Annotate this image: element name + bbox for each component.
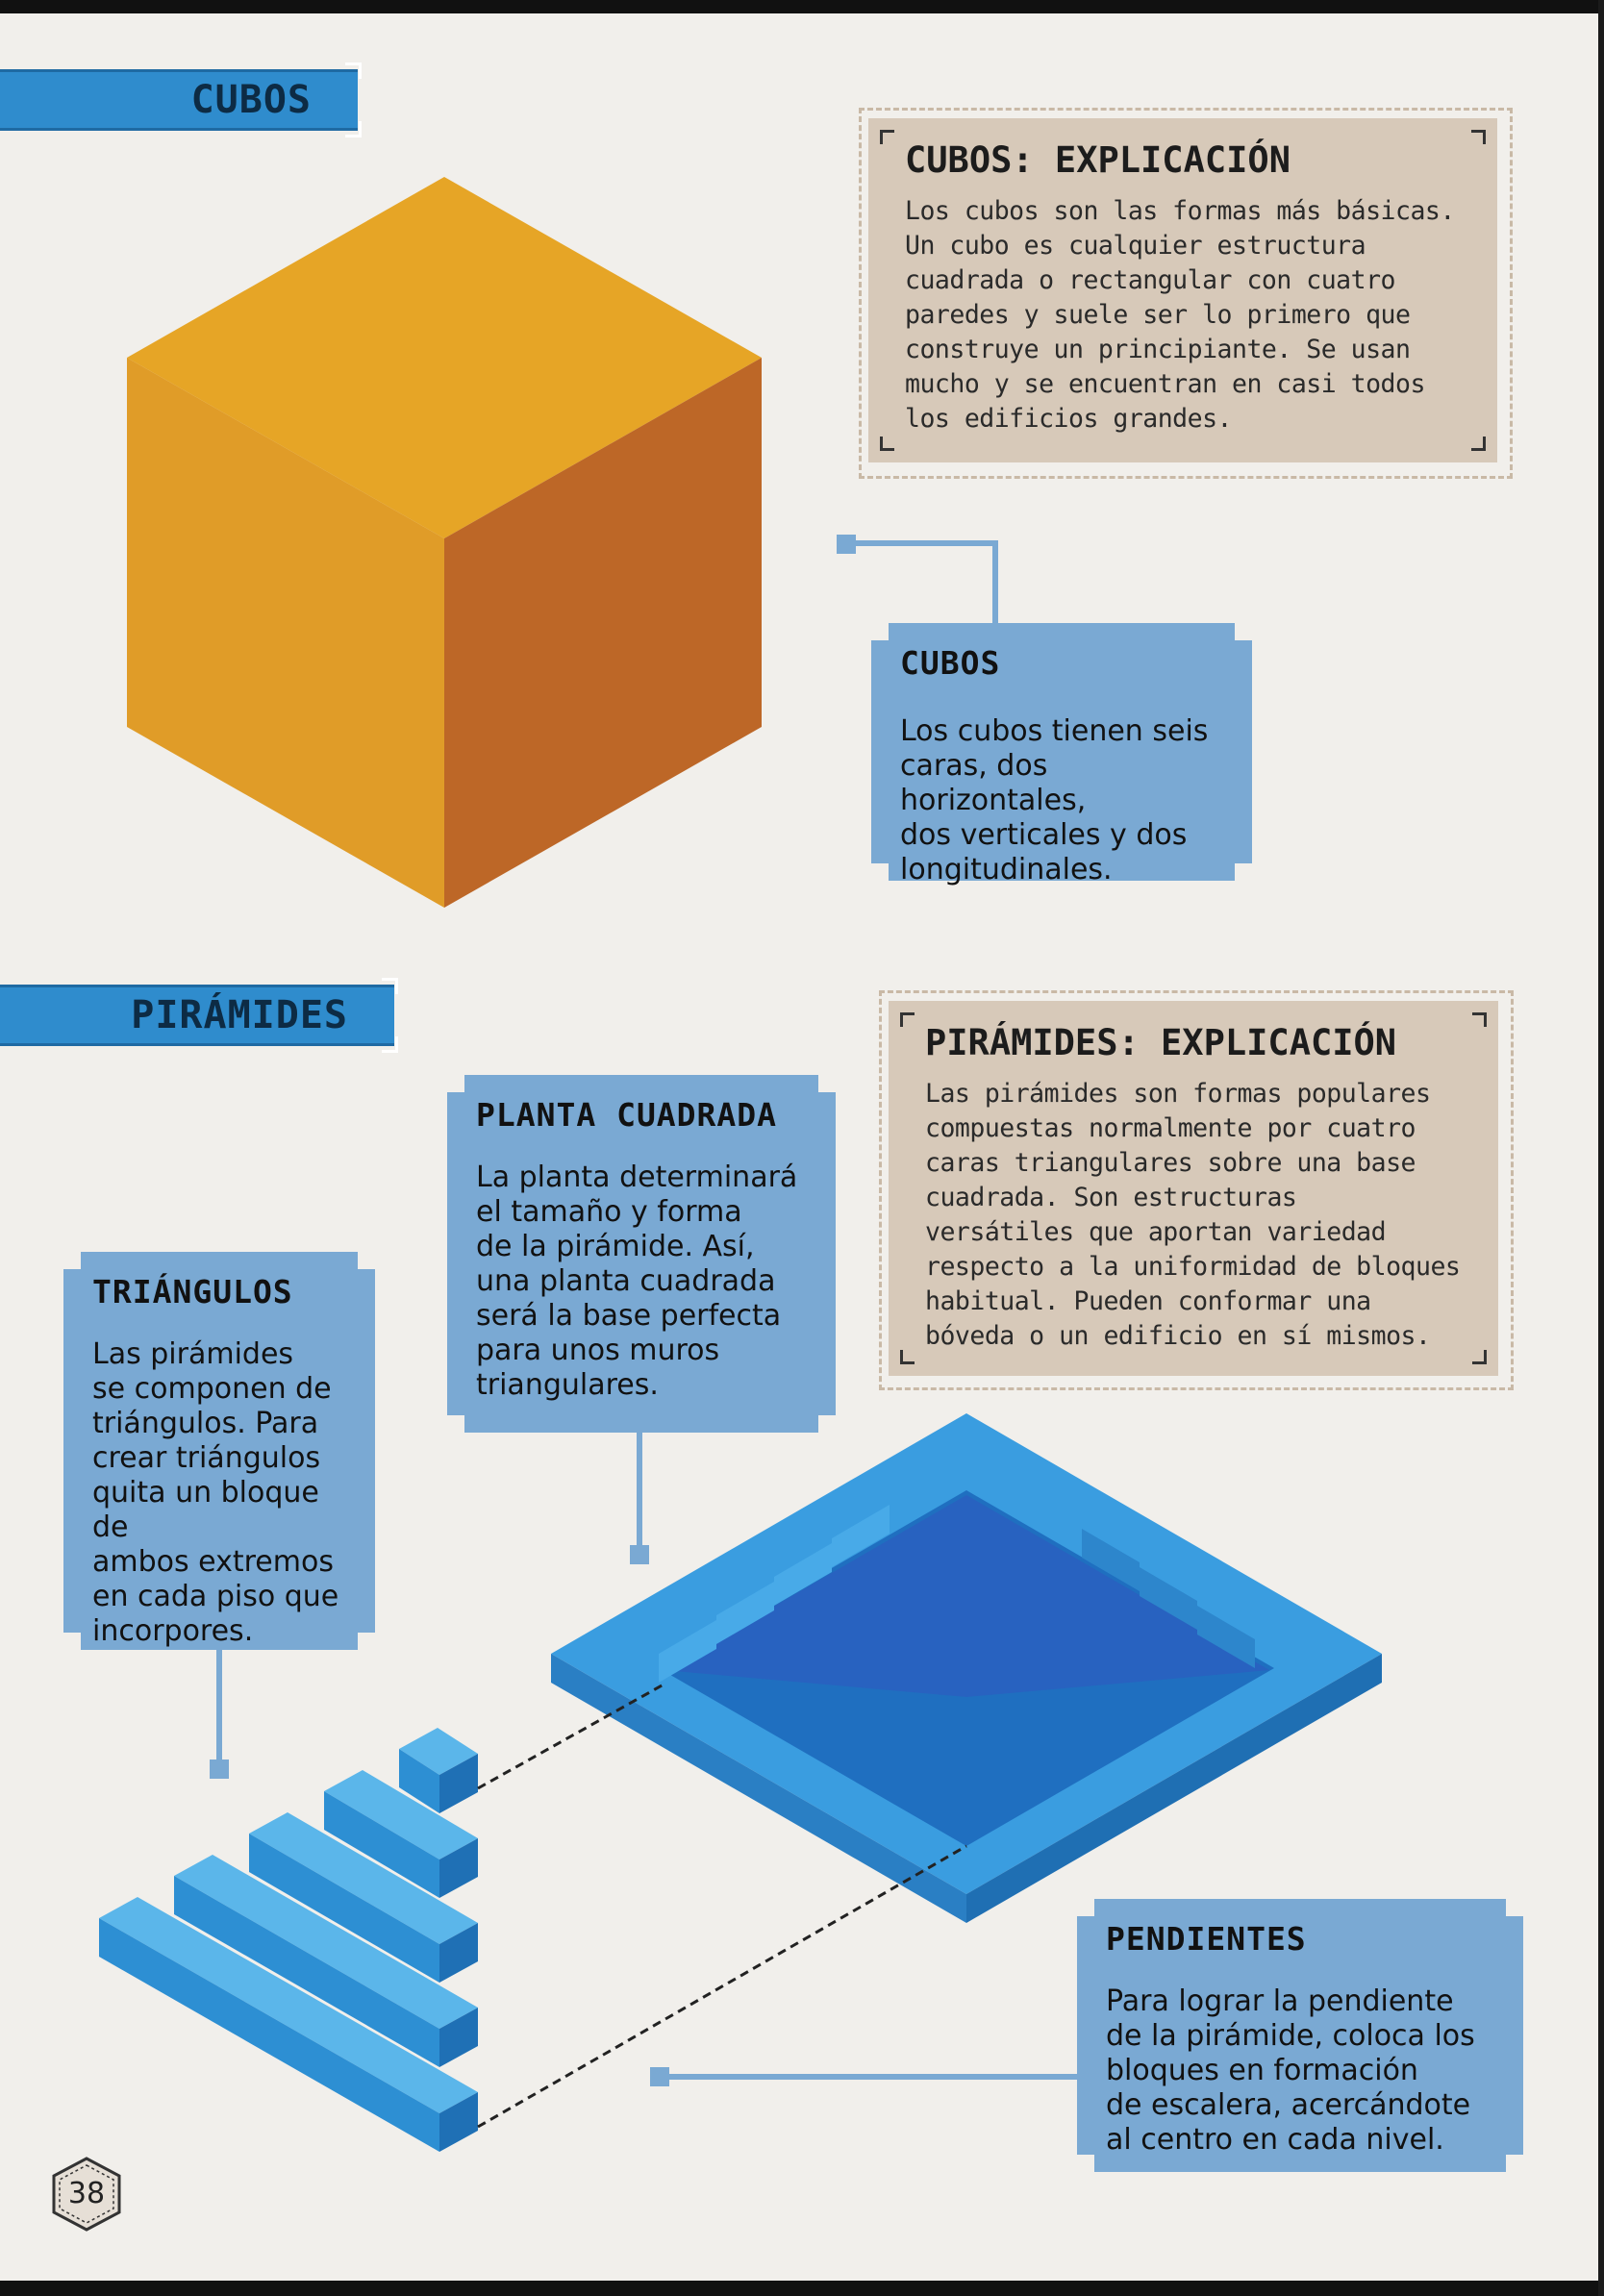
triangles-box: TRIÁNGULOS Las pirámides se componen de …: [63, 1252, 375, 1650]
box-text: Los cubos tienen seis caras, dos horizon…: [900, 714, 1209, 886]
box-notch: [63, 1252, 81, 1269]
wall-steps-right: [1082, 1529, 1255, 1668]
slopes-box: PENDIENTES Para lograr la pendiente de l…: [1077, 1899, 1523, 2172]
box-notch: [871, 623, 889, 640]
corner-bracket: [900, 1012, 915, 1027]
corner-bracket: [1472, 1350, 1487, 1364]
box-notch: [871, 863, 889, 881]
box-notch: [1077, 2155, 1094, 2172]
connector-line: [846, 540, 998, 546]
box-notch: [1506, 1899, 1523, 1916]
cube-illustration: [127, 177, 762, 908]
section-title: PIRÁMIDES: [131, 993, 348, 1037]
section-tab-pyramids: PIRÁMIDES: [0, 978, 398, 1053]
corner-mark: [382, 1036, 398, 1053]
box-notch: [447, 1075, 464, 1092]
pyramid-base-illustration: [551, 1413, 1382, 1923]
box-notch: [818, 1415, 836, 1433]
corner-bracket: [880, 130, 894, 144]
pyramids-explanation-panel: PIRÁMIDES: EXPLICACIÓN Las pirámides son…: [889, 1001, 1498, 1376]
section-tab-cubes: CUBOS: [0, 62, 362, 137]
cubes-explanation-frame: [859, 108, 1513, 479]
top-border: [0, 0, 1604, 13]
square-plan-box: PLANTA CUADRADA La planta determinará el…: [447, 1075, 836, 1433]
box-title: TRIÁNGULOS: [92, 1273, 293, 1310]
corner-bracket: [880, 437, 894, 451]
cubes-info-box: CUBOS Los cubos tienen seis caras, dos h…: [871, 623, 1252, 886]
box-title: CUBOS: [900, 644, 1001, 682]
right-page-edge: [1598, 0, 1604, 2296]
box-notch: [358, 1633, 375, 1650]
connector-line: [637, 1433, 642, 1548]
step-bar-1: [99, 1897, 478, 2152]
pyramids-explanation-frame: [879, 990, 1514, 1390]
wall-steps-left: [659, 1505, 890, 1683]
corner-bracket: [900, 1350, 915, 1364]
box-notch: [818, 1075, 836, 1092]
box-notch: [1077, 1899, 1094, 1916]
connector-line: [992, 540, 998, 623]
connector-line: [662, 2074, 1077, 2080]
panel-title: PIRÁMIDES: EXPLICACIÓN: [925, 1022, 1397, 1063]
corner-mark: [345, 121, 362, 137]
box-notch: [1235, 863, 1252, 881]
step-illustration: [99, 1728, 478, 2152]
step-bar-5: [399, 1728, 478, 1813]
corner-mark: [345, 62, 362, 79]
connector-anchor: [650, 2067, 669, 2086]
cube-left-face: [127, 358, 444, 908]
box-text: La planta determinará el tamaño y forma …: [476, 1160, 798, 1402]
cube-right-face: [444, 358, 762, 908]
corner-bracket: [1472, 1012, 1487, 1027]
box-notch: [1235, 623, 1252, 640]
box-notch: [447, 1415, 464, 1433]
box-notch: [63, 1633, 81, 1650]
box-text: Para lograr la pendiente de la pirámide,…: [1106, 1984, 1475, 2157]
step-bar-2: [174, 1855, 478, 2067]
connector-anchor: [210, 1759, 229, 1779]
step-bar-3: [249, 1812, 478, 1983]
section-title: CUBOS: [190, 78, 312, 122]
corner-bracket: [1471, 437, 1486, 451]
panel-text: Las pirámides son formas populares compu…: [925, 1079, 1461, 1351]
base-left-side: [551, 1654, 966, 1923]
panel-text: Los cubos son las formas más básicas. Un…: [905, 196, 1455, 434]
base-right-side: [966, 1654, 1382, 1923]
corner-bracket: [1471, 130, 1486, 144]
box-title: PENDIENTES: [1106, 1920, 1307, 1958]
box-notch: [358, 1252, 375, 1269]
step-bar-4: [324, 1770, 478, 1898]
cubes-explanation-panel: CUBOS: EXPLICACIÓN Los cubos son las for…: [868, 118, 1497, 462]
page-number-badge: 38: [48, 2156, 125, 2233]
base-inner-shadow: [664, 1495, 1269, 1697]
connector-line: [216, 1650, 222, 1761]
bottom-border: [0, 2281, 1604, 2296]
box-text: Las pirámides se componen de triángulos.…: [92, 1337, 339, 1648]
hexagon-icon: [52, 2157, 121, 2232]
box-title: PLANTA CUADRADA: [476, 1096, 778, 1134]
corner-mark: [382, 978, 398, 994]
connector-anchor: [630, 1545, 649, 1564]
panel-title: CUBOS: EXPLICACIÓN: [905, 139, 1291, 181]
page-number: 38: [67, 2177, 106, 2210]
box-notch: [1506, 2155, 1523, 2172]
